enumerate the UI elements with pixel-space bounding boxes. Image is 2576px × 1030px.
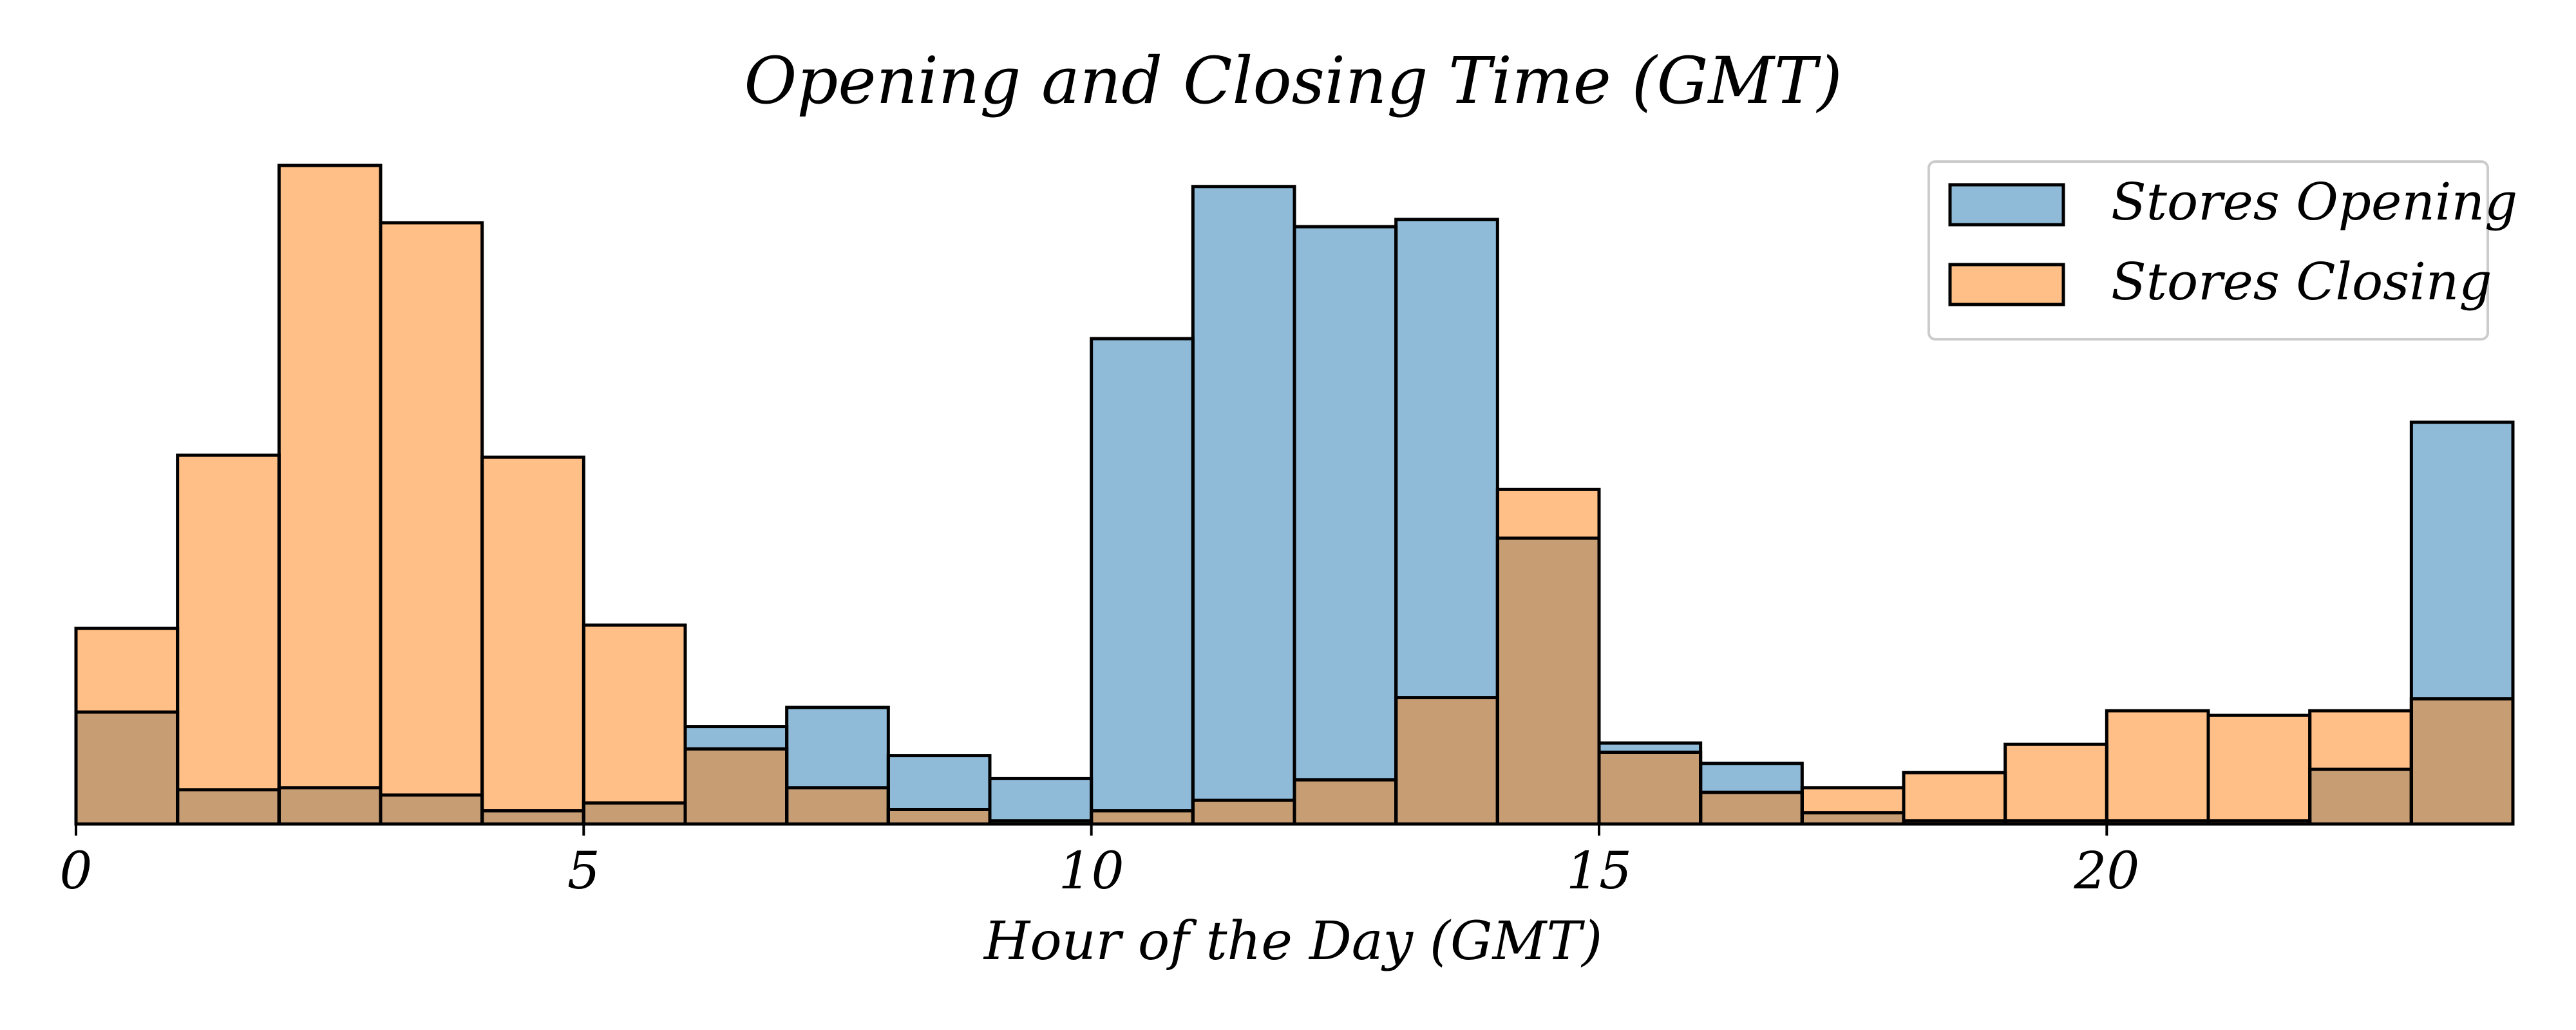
x-axis: 0 5 10 15 20 bbox=[60, 823, 2513, 901]
stores-closing-bar bbox=[583, 625, 685, 824]
stores-closing-bar bbox=[2309, 711, 2412, 824]
stores-closing-bar bbox=[482, 457, 584, 824]
stores-closing-bar bbox=[786, 787, 889, 824]
legend-swatch-stores-opening bbox=[1948, 183, 2065, 227]
stores-closing-bar bbox=[990, 820, 1092, 824]
bar-outlines bbox=[74, 164, 2515, 826]
stores-closing-bar bbox=[1396, 697, 1498, 824]
stores-closing-bar bbox=[1294, 780, 1396, 824]
x-tick-label: 0 bbox=[60, 841, 93, 901]
x-tick-label: 10 bbox=[1059, 841, 1124, 901]
stores-opening-bar bbox=[990, 778, 1092, 824]
x-tick-label: 15 bbox=[1566, 841, 1632, 901]
chart-title: Opening and Closing Time (GMT) bbox=[744, 43, 1842, 118]
legend-swatch-stores-closing bbox=[1948, 263, 2065, 306]
stores-closing-bar bbox=[1802, 787, 1904, 824]
stores-closing-bar bbox=[888, 809, 990, 824]
legend-label-stores-closing: Stores Closing bbox=[2111, 252, 2492, 312]
x-axis-label: Hour of the Day (GMT) bbox=[983, 911, 1602, 972]
stores-opening-bar bbox=[1091, 339, 1193, 824]
legend-frame bbox=[1927, 160, 2489, 341]
stores-closing-bar bbox=[1700, 792, 1803, 824]
stores-opening-bar bbox=[1193, 186, 1294, 825]
stores-closing-bar bbox=[1599, 752, 1701, 824]
stores-closing-bar bbox=[685, 749, 787, 824]
stores-closing-bar bbox=[2005, 744, 2107, 824]
x-tick-label: 20 bbox=[2073, 841, 2139, 901]
stores-closing-bar bbox=[1193, 800, 1294, 824]
stores-closing-bar bbox=[177, 455, 279, 824]
stores-closing-bar bbox=[2208, 715, 2310, 824]
stores-closing-bar bbox=[1091, 810, 1193, 824]
x-tick-label: 5 bbox=[567, 841, 600, 901]
legend: Stores Opening Stores Closing bbox=[1927, 160, 2517, 341]
stores-closing-bar bbox=[2411, 698, 2513, 824]
stores-closing-bar bbox=[1497, 489, 1599, 824]
stores-closing-bar bbox=[1904, 772, 2005, 824]
stores-closing-bar bbox=[381, 223, 482, 825]
stores-closing-bar bbox=[2107, 711, 2208, 824]
stores-closing-bar bbox=[76, 628, 178, 824]
stores-opening-bar bbox=[1294, 227, 1396, 824]
stores-closing-bar bbox=[279, 165, 381, 824]
bars-layer bbox=[76, 165, 2513, 825]
legend-label-stores-opening: Stores Opening bbox=[2111, 172, 2517, 232]
